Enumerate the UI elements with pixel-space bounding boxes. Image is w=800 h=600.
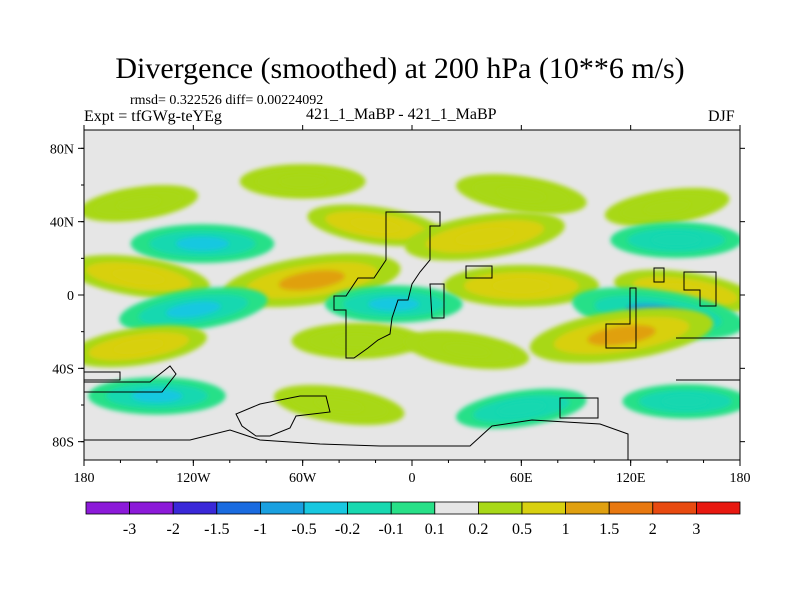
field-band-north-2	[239, 164, 366, 199]
colorbar-label: 0.5	[512, 521, 532, 538]
colorbar-swatch	[477, 501, 523, 515]
y-tick-label: 40N	[50, 216, 74, 231]
x-tick-label: 60W	[289, 471, 317, 486]
colorbar-swatch	[565, 501, 610, 515]
field-band-midlat-1	[130, 224, 275, 264]
colorbar-label: 0.2	[468, 521, 488, 538]
x-axis: 180 120W 60W 0 60E 120E 180	[74, 125, 751, 486]
field-band-north-3	[456, 174, 587, 215]
colorbar-swatch	[390, 501, 436, 515]
field-band-far-south-4	[622, 384, 740, 419]
field-band-south-3	[404, 330, 530, 370]
field-band-south-4	[529, 307, 714, 364]
y-tick-label: 0	[67, 289, 74, 304]
experiment-label: Expt = tfGWg-teYEg	[84, 108, 222, 125]
coastline-pacific-island	[683, 271, 717, 307]
colorbar: -3 -2 -1.5 -1 -0.5 -0.2 -0.1 0.1 0.2 0.5 1 1.5 2 3	[85, 501, 741, 538]
colorbar-swatch	[303, 501, 348, 515]
field-band-midlat-4	[610, 222, 740, 258]
x-tick-label: 120E	[616, 471, 646, 486]
colorbar-swatch	[608, 501, 654, 515]
coastline-arabia	[429, 283, 445, 319]
run-comparison-label: 421_1_MaBP - 421_1_MaBP	[306, 106, 497, 123]
coastline-africa	[333, 211, 441, 359]
coastline-south-america	[235, 395, 331, 437]
colorbar-swatch	[696, 501, 741, 515]
x-tick-label: 120W	[176, 471, 211, 486]
x-tick-label: 0	[409, 471, 416, 486]
coastline-east-africa	[653, 267, 665, 283]
colorbar-label: 2	[649, 521, 657, 538]
coastline-caribbean	[465, 265, 493, 279]
colorbar-label: -0.2	[335, 521, 360, 538]
colorbar-label: -2	[167, 521, 180, 538]
field-band-equator-2	[324, 285, 463, 323]
field-band-tropic-3	[443, 264, 600, 307]
x-tick-label: 180	[730, 471, 751, 486]
chart-title: Divergence (smoothed) at 200 hPa (10**6 …	[115, 52, 685, 85]
colorbar-label: -3	[123, 521, 136, 538]
coastline-antarctic-arc	[84, 371, 121, 381]
field-band-midlat-2	[307, 204, 444, 247]
colorbar-swatch	[434, 501, 479, 515]
coastline-australia	[559, 397, 599, 419]
field-band-tropic-1	[84, 254, 210, 299]
colorbar-swatch	[347, 501, 392, 515]
y-tick-label: 80N	[50, 142, 74, 157]
field-band-far-south-1	[88, 377, 226, 415]
colorbar-label: 1.5	[599, 521, 619, 538]
field-layer	[84, 164, 740, 429]
field-band-north-4	[604, 187, 730, 227]
colorbar-swatch	[129, 501, 174, 515]
x-tick-label: 180	[74, 471, 95, 486]
coastline-southern-ocean	[84, 365, 177, 393]
field-band-far-south-3	[456, 388, 587, 429]
colorbar-label: 1	[562, 521, 570, 538]
y-axis: 80N 40N 0 40S 80S	[50, 142, 745, 451]
colorbar-swatch	[521, 501, 566, 515]
field-band-equator-1	[119, 287, 268, 333]
colorbar-label: -1.5	[204, 521, 229, 538]
coastline-pacific-coast	[676, 337, 740, 381]
colorbar-swatch	[172, 501, 218, 515]
colorbar-swatch	[652, 501, 697, 515]
coastline-indonesia	[605, 287, 637, 349]
colorbar-label: -0.1	[379, 521, 404, 538]
colorbar-label: 3	[692, 521, 700, 538]
colorbar-label: 0.1	[425, 521, 445, 538]
field-band-south-2	[291, 322, 424, 359]
coastline-antarctica	[84, 419, 629, 460]
x-tick-label: 60E	[510, 471, 533, 486]
y-tick-label: 40S	[52, 362, 74, 377]
colorbar-label: -0.5	[291, 521, 316, 538]
coastline-layer	[84, 211, 740, 460]
field-band-north-1	[84, 184, 199, 222]
field-band-midlat-3	[404, 212, 565, 261]
field-band-south-1	[84, 325, 207, 368]
y-tick-label: 80S	[52, 436, 74, 451]
colorbar-swatch	[216, 501, 261, 515]
colorbar-swatch	[85, 501, 130, 515]
colorbar-label: -1	[254, 521, 267, 538]
colorbar-swatch	[259, 501, 305, 515]
stats-text: rmsd= 0.322526 diff= 0.00224092	[130, 93, 324, 108]
season-label: DJF	[708, 108, 735, 125]
